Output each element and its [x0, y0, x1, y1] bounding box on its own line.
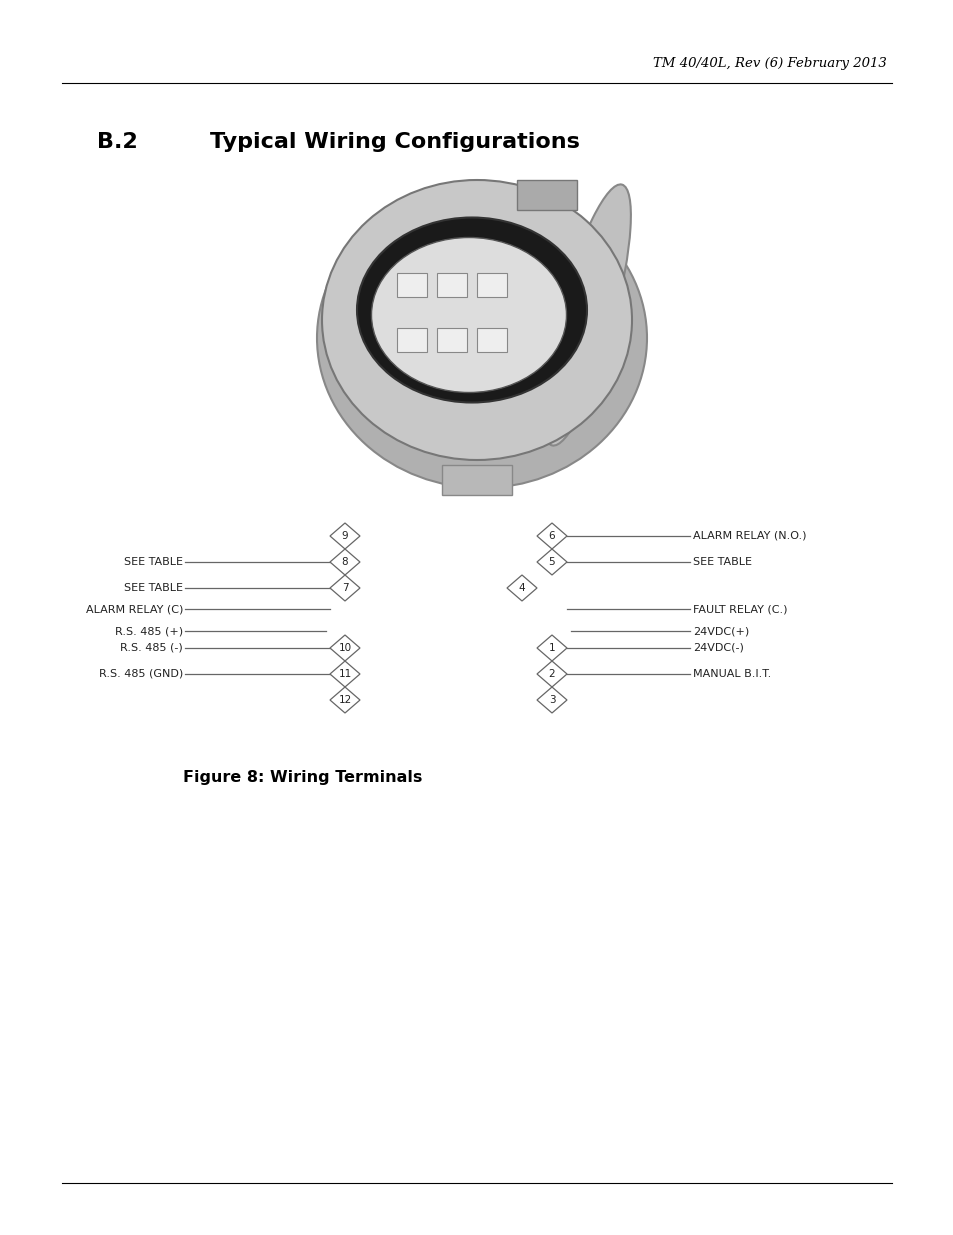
Text: 4: 4 — [518, 583, 525, 593]
Polygon shape — [330, 550, 359, 576]
Text: 10: 10 — [338, 643, 352, 653]
Text: 1: 1 — [548, 643, 555, 653]
Ellipse shape — [322, 180, 631, 459]
Polygon shape — [537, 687, 566, 713]
Bar — [476, 329, 506, 352]
Bar — [396, 329, 427, 352]
Text: 24VDC(-): 24VDC(-) — [692, 643, 743, 653]
Text: TM 40/40L, Rev (6) February 2013: TM 40/40L, Rev (6) February 2013 — [653, 57, 886, 70]
Text: 6: 6 — [548, 531, 555, 541]
Polygon shape — [330, 522, 359, 550]
Polygon shape — [330, 661, 359, 687]
Text: SEE TABLE: SEE TABLE — [692, 557, 751, 567]
Bar — [476, 273, 506, 296]
Text: 12: 12 — [338, 695, 352, 705]
Text: 7: 7 — [341, 583, 348, 593]
Text: 11: 11 — [338, 669, 352, 679]
Polygon shape — [537, 635, 566, 661]
Text: ALARM RELAY (C): ALARM RELAY (C) — [86, 604, 183, 614]
Polygon shape — [330, 576, 359, 601]
Text: Typical Wiring Configurations: Typical Wiring Configurations — [210, 132, 579, 152]
Text: ALARM RELAY (N.O.): ALARM RELAY (N.O.) — [692, 531, 805, 541]
Ellipse shape — [371, 237, 566, 393]
Text: SEE TABLE: SEE TABLE — [124, 557, 183, 567]
Text: B.2: B.2 — [97, 132, 137, 152]
Text: 8: 8 — [341, 557, 348, 567]
Text: Figure 8: Wiring Terminals: Figure 8: Wiring Terminals — [183, 769, 422, 785]
Text: 9: 9 — [341, 531, 348, 541]
Bar — [441, 466, 512, 495]
Text: FAULT RELAY (C.): FAULT RELAY (C.) — [692, 604, 786, 614]
Polygon shape — [537, 550, 566, 576]
Text: R.S. 485 (-): R.S. 485 (-) — [120, 643, 183, 653]
Polygon shape — [330, 687, 359, 713]
Text: 3: 3 — [548, 695, 555, 705]
Text: R.S. 485 (GND): R.S. 485 (GND) — [99, 669, 183, 679]
Bar — [436, 329, 467, 352]
Bar — [436, 273, 467, 296]
Text: SEE TABLE: SEE TABLE — [124, 583, 183, 593]
Polygon shape — [537, 661, 566, 687]
Polygon shape — [330, 635, 359, 661]
Bar — [396, 273, 427, 296]
Text: R.S. 485 (+): R.S. 485 (+) — [114, 626, 183, 636]
Text: 2: 2 — [548, 669, 555, 679]
Polygon shape — [506, 576, 537, 601]
Text: MANUAL B.I.T.: MANUAL B.I.T. — [692, 669, 770, 679]
Bar — [517, 180, 577, 210]
Ellipse shape — [316, 188, 646, 488]
Text: 24VDC(+): 24VDC(+) — [692, 626, 748, 636]
Text: 5: 5 — [548, 557, 555, 567]
Polygon shape — [537, 522, 566, 550]
Ellipse shape — [542, 184, 630, 446]
Ellipse shape — [356, 217, 586, 403]
